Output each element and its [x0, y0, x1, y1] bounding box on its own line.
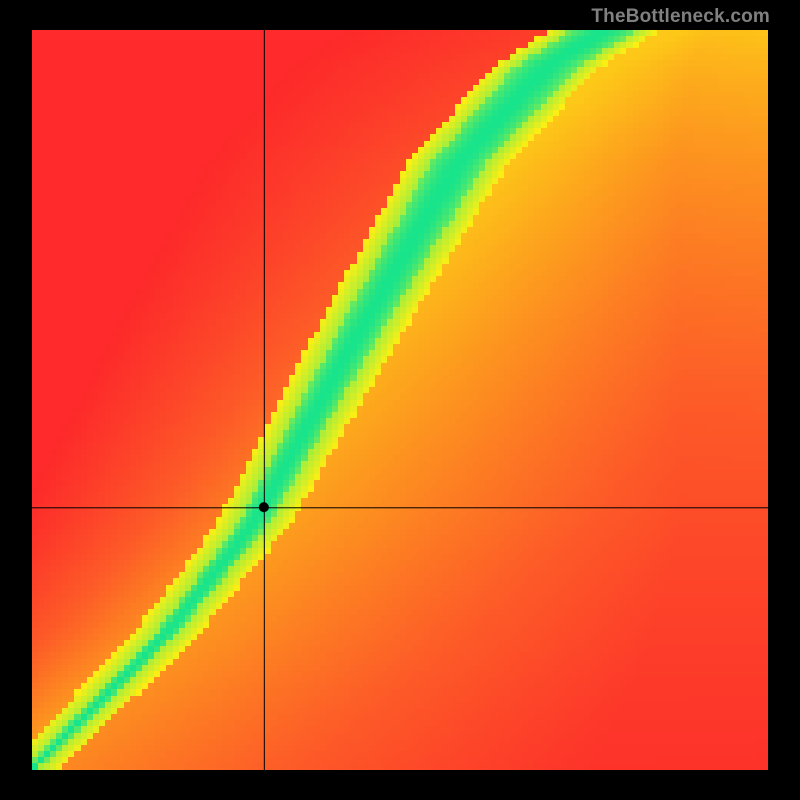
heatmap-canvas — [32, 30, 768, 770]
root: TheBottleneck.com — [0, 0, 800, 800]
watermark-text: TheBottleneck.com — [591, 6, 770, 28]
heatmap-plot — [32, 30, 768, 770]
